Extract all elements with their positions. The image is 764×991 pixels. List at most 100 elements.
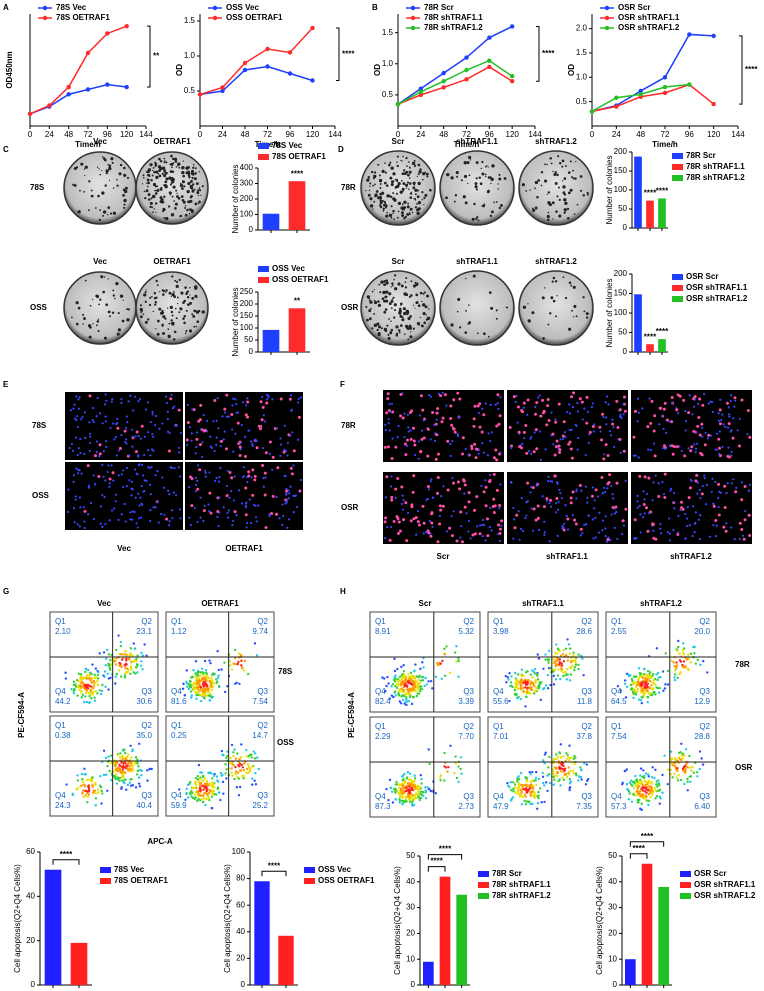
colony — [483, 203, 486, 206]
colony — [426, 294, 430, 298]
nucleus — [481, 518, 484, 522]
flow-event — [237, 660, 240, 664]
flow-event — [506, 781, 509, 785]
edu-cell — [405, 539, 409, 543]
nucleus — [575, 488, 578, 491]
x-tick-label: 144 — [139, 130, 153, 139]
nucleus — [613, 507, 616, 510]
colony — [401, 214, 405, 218]
colony — [164, 171, 168, 175]
colony — [393, 287, 398, 291]
y-tick-label: 100 — [614, 185, 628, 194]
flow-event — [684, 665, 688, 668]
colony — [398, 183, 401, 186]
flow-event — [546, 789, 549, 793]
nucleus — [661, 414, 664, 417]
flow-event — [511, 685, 514, 689]
colony — [170, 154, 173, 158]
legend-label: 78R Scr — [424, 3, 454, 12]
nucleus — [425, 531, 428, 534]
flow-event — [398, 678, 401, 682]
nucleus — [555, 502, 558, 505]
nucleus — [234, 398, 237, 401]
flow-event — [124, 662, 128, 666]
y-tick-label: 10 — [608, 954, 617, 963]
flow-event — [413, 774, 416, 777]
nucleus — [188, 516, 191, 519]
nucleus — [195, 431, 199, 434]
nucleus — [134, 435, 137, 438]
edu-cell — [462, 479, 466, 483]
flow-event — [130, 764, 134, 767]
edu-cell — [571, 490, 575, 494]
flow-event — [402, 664, 405, 667]
nucleus — [594, 516, 597, 520]
nucleus — [154, 506, 157, 509]
nucleus — [459, 536, 462, 539]
colony — [472, 274, 476, 278]
nucleus — [139, 496, 142, 499]
nucleus — [568, 428, 571, 432]
edu-cell — [546, 404, 550, 408]
flow-event — [524, 705, 527, 708]
nucleus — [588, 433, 591, 436]
colony — [487, 189, 490, 193]
edu-cell — [392, 519, 396, 523]
flow-event — [132, 660, 135, 663]
colony — [468, 304, 470, 306]
y-axis-label: Number of colonies — [605, 156, 614, 225]
flow-event — [529, 802, 532, 806]
flow-event — [140, 774, 143, 777]
nucleus — [88, 421, 91, 424]
nucleus — [231, 404, 234, 407]
nucleus — [218, 476, 221, 479]
colony — [161, 309, 164, 312]
flow-event — [73, 688, 76, 691]
edu-cell — [426, 427, 430, 431]
quadrant-label: Q2 — [581, 722, 592, 731]
flow-event — [119, 664, 122, 668]
data-point — [614, 95, 619, 100]
nucleus — [680, 449, 683, 453]
colony — [71, 316, 73, 319]
nucleus — [659, 527, 662, 530]
colony — [397, 210, 400, 213]
bar — [288, 181, 306, 230]
nucleus — [245, 404, 248, 407]
nucleus — [390, 525, 393, 529]
flow-event — [138, 785, 142, 788]
edu-cell — [453, 430, 457, 434]
edu-cell — [553, 474, 557, 478]
flow-event — [404, 678, 407, 682]
flow-event — [677, 639, 680, 643]
colony — [522, 305, 527, 309]
nucleus — [394, 496, 397, 499]
edu-cell — [98, 452, 102, 456]
edu-cell — [525, 451, 529, 455]
x-tick-label: 72 — [84, 130, 93, 139]
flow-event — [396, 789, 399, 792]
flow-event — [141, 654, 145, 657]
x-tick-label: 72 — [263, 130, 272, 139]
colony — [154, 192, 158, 195]
flow-event — [210, 688, 213, 692]
flow-event — [675, 661, 678, 664]
colony — [549, 157, 552, 160]
colony — [429, 188, 432, 192]
edu-cell — [549, 498, 553, 502]
colony — [105, 303, 109, 307]
edu-cell — [385, 475, 389, 479]
flow-event — [647, 775, 650, 778]
nucleus — [91, 406, 94, 410]
flow-event — [253, 757, 257, 760]
colony — [155, 175, 159, 180]
edu-cell — [689, 449, 693, 453]
flow-event — [120, 769, 123, 773]
nucleus — [284, 474, 287, 477]
colony — [384, 162, 386, 165]
colony — [402, 169, 406, 172]
edu-cell — [707, 433, 711, 437]
colony — [167, 328, 170, 330]
nucleus — [92, 474, 95, 477]
flow-event — [544, 658, 547, 661]
